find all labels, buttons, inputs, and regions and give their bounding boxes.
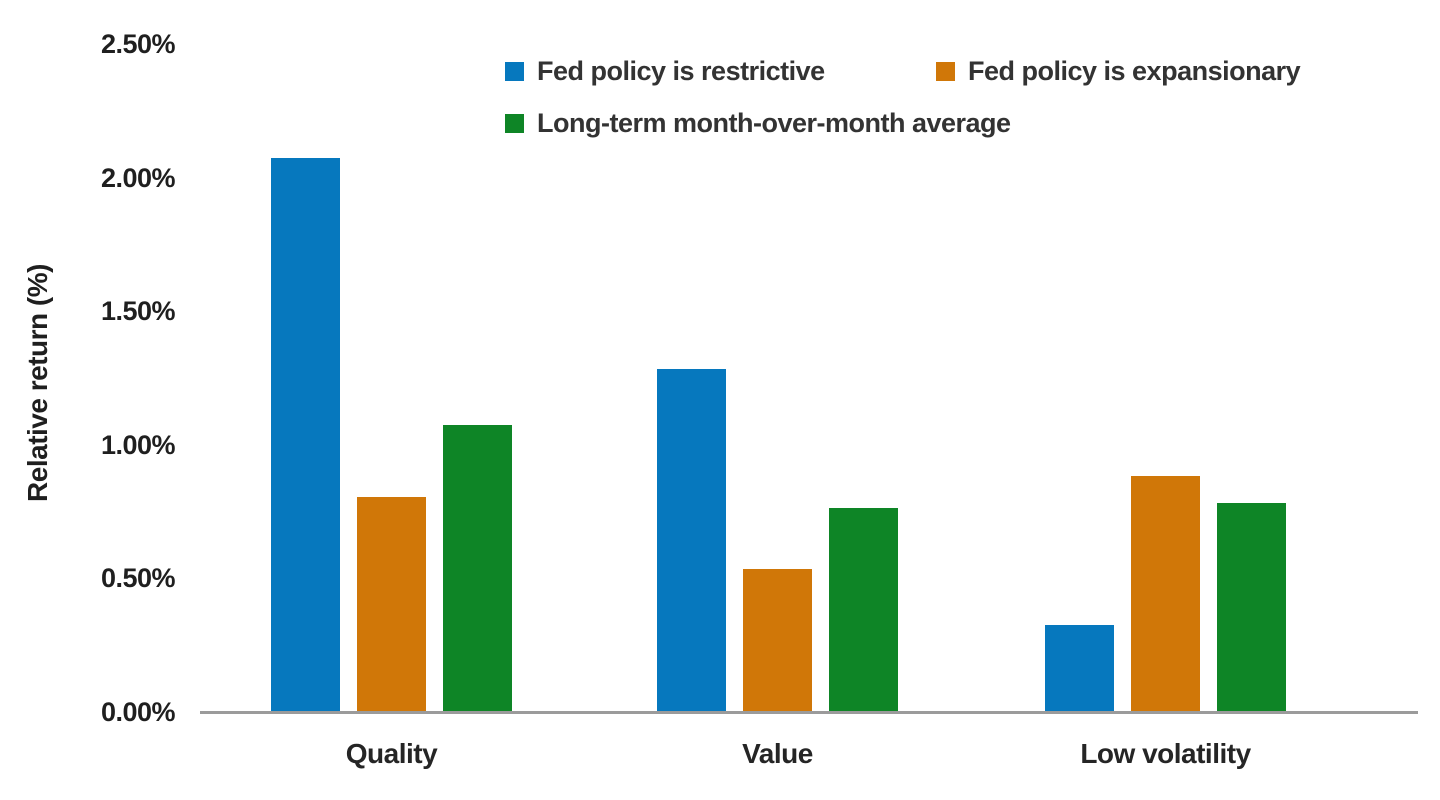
legend-label: Fed policy is expansionary xyxy=(968,55,1301,86)
legend-label: Long-term month-over-month average xyxy=(537,107,1011,138)
bar-group-value xyxy=(657,369,898,711)
bar xyxy=(271,158,340,711)
bar xyxy=(1217,503,1286,711)
legend-item: Long-term month-over-month average xyxy=(505,108,1011,138)
y-tick-label: 1.00% xyxy=(100,429,176,460)
legend-swatch-icon xyxy=(505,61,524,81)
bar-group-quality xyxy=(271,158,512,711)
x-axis-line xyxy=(200,711,1418,714)
bar xyxy=(443,425,512,711)
y-tick-label: 2.00% xyxy=(100,162,176,193)
category-label: Low volatility xyxy=(1080,738,1251,769)
legend-swatch-icon xyxy=(936,61,955,81)
y-tick-label: 0.50% xyxy=(100,563,176,594)
legend-label: Fed policy is restrictive xyxy=(537,55,825,86)
legend-swatch-icon xyxy=(505,113,524,133)
y-tick-label: 0.00% xyxy=(100,697,176,727)
y-tick-label: 1.50% xyxy=(100,296,176,327)
bar xyxy=(829,508,898,711)
y-tick-label: 2.50% xyxy=(100,29,176,59)
bar xyxy=(1131,476,1200,711)
category-label: Quality xyxy=(345,738,438,769)
bar xyxy=(357,497,426,711)
category-label: Value xyxy=(742,738,813,769)
bar xyxy=(743,569,812,711)
bar xyxy=(657,369,726,711)
legend-item: Fed policy is restrictive xyxy=(505,56,936,86)
legend-item: Fed policy is expansionary xyxy=(936,55,1301,86)
bar-group-low-volatility xyxy=(1045,476,1286,711)
legend: Fed policy is restrictive Fed policy is e… xyxy=(505,56,1440,138)
bar xyxy=(1045,625,1114,711)
